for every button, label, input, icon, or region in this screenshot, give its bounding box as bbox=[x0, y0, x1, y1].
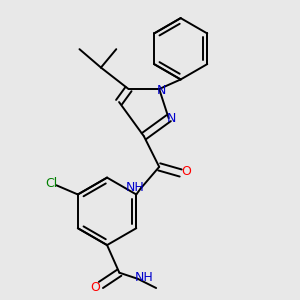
Text: NH: NH bbox=[125, 181, 144, 194]
Text: NH: NH bbox=[134, 271, 153, 284]
Text: N: N bbox=[167, 112, 176, 125]
Text: O: O bbox=[181, 165, 191, 178]
Text: O: O bbox=[91, 281, 100, 294]
Text: Cl: Cl bbox=[46, 177, 58, 190]
Text: N: N bbox=[157, 84, 166, 97]
